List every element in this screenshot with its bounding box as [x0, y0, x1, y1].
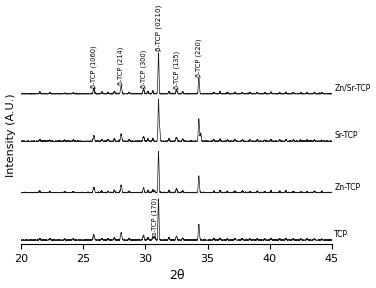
- Text: α-TCP (170): α-TCP (170): [152, 197, 158, 236]
- Text: Zn/Sr-TCP: Zn/Sr-TCP: [334, 84, 371, 93]
- X-axis label: 2θ: 2θ: [169, 270, 184, 283]
- Text: β-TCP (1060): β-TCP (1060): [91, 45, 97, 88]
- Text: β-TCP (300): β-TCP (300): [140, 50, 147, 88]
- Text: TCP: TCP: [334, 230, 348, 239]
- Text: β-TCP (220): β-TCP (220): [196, 39, 202, 77]
- Text: β-TCP (0210): β-TCP (0210): [155, 5, 162, 52]
- Text: Sr-TCP: Sr-TCP: [334, 131, 358, 140]
- Text: β-TCP (214): β-TCP (214): [118, 47, 124, 86]
- Y-axis label: Intensity (A.U.): Intensity (A.U.): [6, 94, 15, 177]
- Text: Zn-TCP: Zn-TCP: [334, 183, 361, 192]
- Text: β-TCP (135): β-TCP (135): [173, 51, 180, 89]
